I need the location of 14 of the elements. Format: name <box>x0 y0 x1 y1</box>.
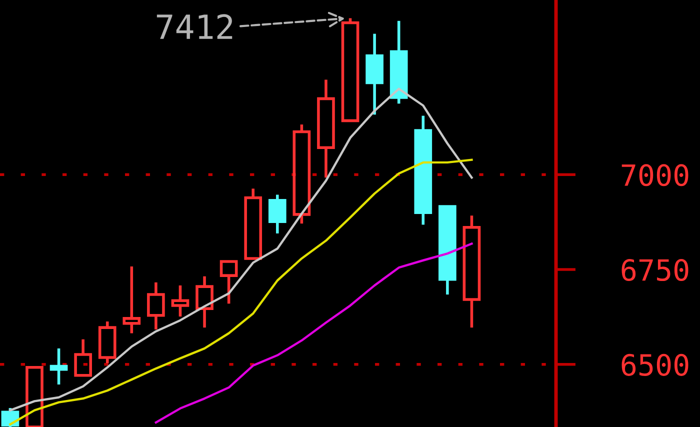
candlestick <box>414 114 432 226</box>
candlestick <box>462 214 481 329</box>
annotation: 7412 <box>156 14 232 39</box>
candlestick <box>171 284 190 318</box>
candlestick <box>317 78 335 180</box>
candlestick <box>122 265 141 335</box>
candlestick <box>50 347 68 386</box>
candlestick <box>147 281 165 331</box>
y-tick-label: 6500 <box>622 354 688 376</box>
candlestick <box>196 274 214 329</box>
y-tick-label: 6750 <box>622 258 688 282</box>
y-tick-label: 7000 <box>622 164 688 186</box>
line-series <box>154 242 473 424</box>
candlestick <box>366 32 384 116</box>
